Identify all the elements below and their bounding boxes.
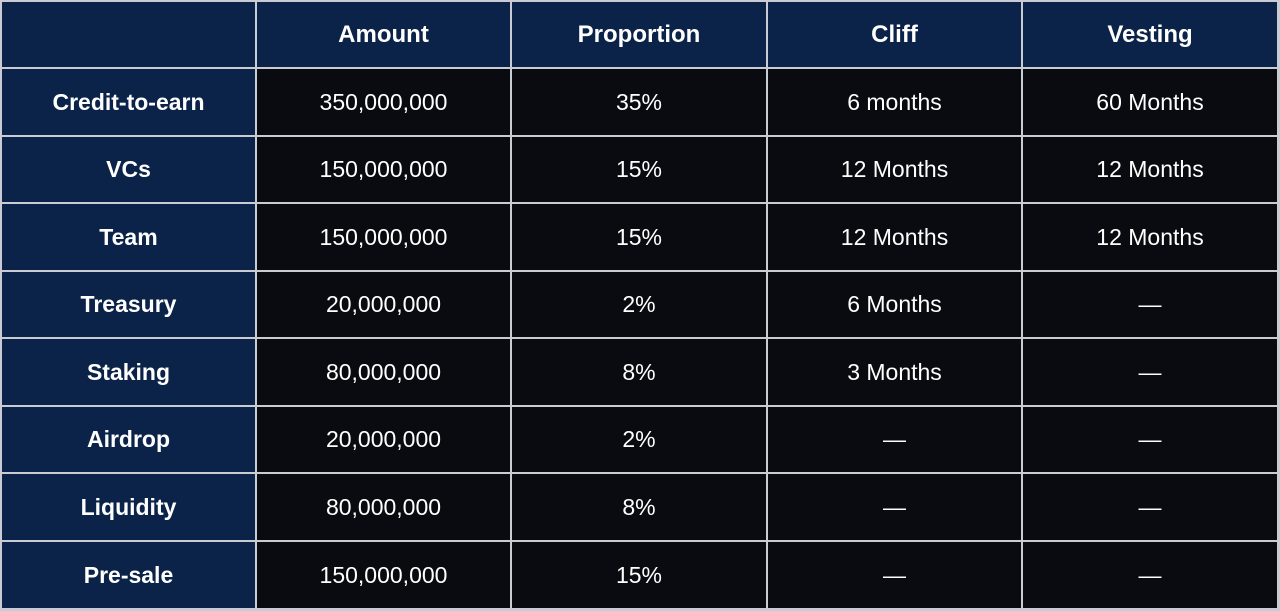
table-cell: 12 Months (1023, 204, 1277, 270)
table-cell: 150,000,000 (257, 204, 510, 270)
row-label: Treasury (2, 272, 255, 337)
column-header: Cliff (768, 2, 1021, 67)
table-cell: 12 Months (1023, 137, 1277, 202)
column-header: Proportion (512, 2, 766, 67)
row-label: Pre-sale (2, 542, 255, 608)
row-label: Team (2, 204, 255, 270)
row-label: Liquidity (2, 474, 255, 540)
table-cell: 15% (512, 137, 766, 202)
table-cell: 150,000,000 (257, 137, 510, 202)
table-cell: 2% (512, 407, 766, 472)
table-cell: 8% (512, 474, 766, 540)
table-cell: 12 Months (768, 204, 1021, 270)
table-cell: 20,000,000 (257, 272, 510, 337)
table-cell: — (1023, 542, 1277, 608)
column-header: Amount (257, 2, 510, 67)
table-cell: 350,000,000 (257, 69, 510, 135)
table-cell: 150,000,000 (257, 542, 510, 608)
corner-cell (2, 2, 255, 67)
table-cell: — (1023, 272, 1277, 337)
table-cell: 2% (512, 272, 766, 337)
table-cell: 60 Months (1023, 69, 1277, 135)
table-cell: — (1023, 339, 1277, 405)
table-cell: — (768, 474, 1021, 540)
row-label: Staking (2, 339, 255, 405)
table-cell: 35% (512, 69, 766, 135)
table-cell: 8% (512, 339, 766, 405)
table-cell: 15% (512, 542, 766, 608)
row-label: Credit-to-earn (2, 69, 255, 135)
table-cell: 20,000,000 (257, 407, 510, 472)
table-cell: — (1023, 407, 1277, 472)
table-cell: 6 Months (768, 272, 1021, 337)
column-header: Vesting (1023, 2, 1277, 67)
table-cell: 80,000,000 (257, 474, 510, 540)
table-cell: 15% (512, 204, 766, 270)
table-cell: — (768, 407, 1021, 472)
table-cell: 80,000,000 (257, 339, 510, 405)
table-cell: 6 months (768, 69, 1021, 135)
row-label: Airdrop (2, 407, 255, 472)
table-cell: 3 Months (768, 339, 1021, 405)
table-cell: 12 Months (768, 137, 1021, 202)
row-label: VCs (2, 137, 255, 202)
table-cell: — (768, 542, 1021, 608)
table-cell: — (1023, 474, 1277, 540)
